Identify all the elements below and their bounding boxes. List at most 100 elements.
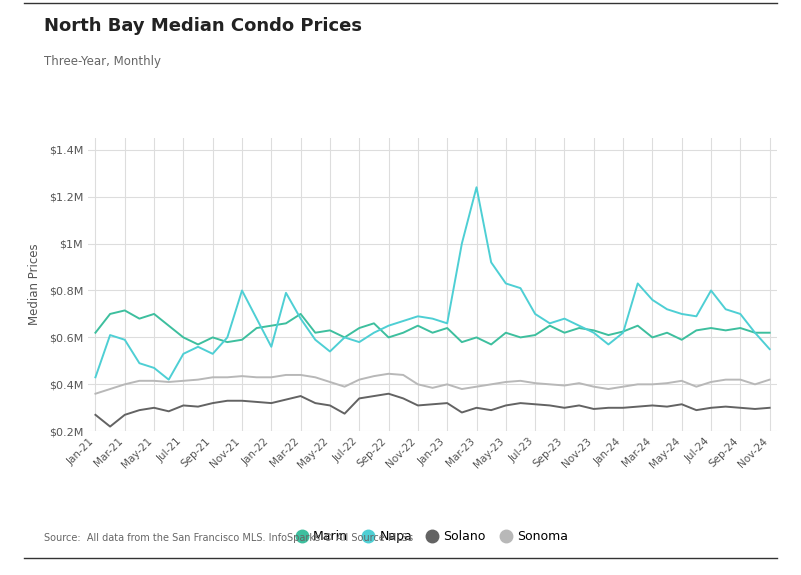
Sonoma	[633, 381, 642, 388]
Sonoma	[751, 381, 760, 388]
Sonoma	[355, 376, 364, 383]
Sonoma	[530, 380, 540, 386]
Napa	[501, 280, 510, 287]
Napa	[340, 334, 349, 341]
Marin	[223, 339, 232, 346]
Solano	[413, 402, 423, 409]
Marin	[560, 329, 570, 336]
Marin	[618, 328, 628, 335]
Marin	[267, 322, 276, 329]
Napa	[604, 341, 614, 348]
Solano	[325, 402, 335, 409]
Sonoma	[677, 377, 686, 384]
Napa	[677, 310, 686, 317]
Line: Napa: Napa	[95, 187, 770, 380]
Sonoma	[721, 376, 731, 383]
Solano	[574, 402, 584, 409]
Solano	[267, 400, 276, 407]
Solano	[765, 404, 775, 411]
Sonoma	[735, 376, 745, 383]
Marin	[398, 329, 408, 336]
Sonoma	[252, 374, 261, 381]
Napa	[252, 315, 261, 322]
Marin	[428, 329, 437, 336]
Marin	[457, 339, 467, 346]
Solano	[501, 402, 510, 409]
Solano	[472, 404, 481, 411]
Sonoma	[164, 378, 174, 385]
Marin	[765, 329, 775, 336]
Sonoma	[311, 374, 320, 381]
Sonoma	[413, 381, 423, 388]
Napa	[442, 320, 452, 327]
Marin	[193, 341, 203, 348]
Y-axis label: Median Prices: Median Prices	[27, 244, 41, 325]
Napa	[223, 334, 232, 341]
Sonoma	[223, 374, 232, 381]
Solano	[398, 395, 408, 402]
Solano	[164, 408, 174, 415]
Solano	[442, 400, 452, 407]
Solano	[677, 401, 686, 408]
Solano	[149, 404, 159, 411]
Marin	[735, 324, 745, 331]
Napa	[149, 365, 159, 371]
Napa	[472, 184, 481, 191]
Sonoma	[135, 377, 144, 384]
Napa	[574, 322, 584, 329]
Napa	[179, 350, 188, 357]
Sonoma	[281, 371, 291, 378]
Napa	[135, 360, 144, 367]
Marin	[369, 320, 379, 327]
Napa	[164, 376, 174, 383]
Napa	[369, 329, 379, 336]
Solano	[105, 423, 115, 430]
Marin	[281, 320, 291, 327]
Napa	[105, 332, 115, 339]
Text: North Bay Median Condo Prices: North Bay Median Condo Prices	[44, 17, 362, 35]
Marin	[296, 310, 305, 317]
Napa	[751, 329, 760, 336]
Marin	[545, 322, 554, 329]
Sonoma	[647, 381, 657, 388]
Napa	[120, 336, 130, 343]
Napa	[208, 350, 218, 357]
Marin	[311, 329, 320, 336]
Marin	[442, 324, 452, 331]
Marin	[721, 327, 731, 334]
Solano	[618, 404, 628, 411]
Solano	[91, 411, 100, 418]
Sonoma	[193, 376, 203, 383]
Marin	[252, 324, 261, 331]
Solano	[706, 404, 716, 411]
Sonoma	[501, 378, 510, 385]
Marin	[574, 324, 584, 331]
Solano	[208, 400, 218, 407]
Napa	[765, 346, 775, 352]
Marin	[413, 322, 423, 329]
Sonoma	[662, 380, 672, 386]
Sonoma	[340, 383, 349, 390]
Solano	[457, 409, 467, 416]
Solano	[281, 396, 291, 403]
Marin	[530, 332, 540, 339]
Line: Marin: Marin	[95, 310, 770, 344]
Marin	[604, 332, 614, 339]
Solano	[589, 405, 598, 412]
Sonoma	[296, 371, 305, 378]
Solano	[633, 403, 642, 410]
Marin	[501, 329, 510, 336]
Napa	[355, 339, 364, 346]
Sonoma	[574, 380, 584, 386]
Napa	[457, 240, 467, 247]
Napa	[237, 287, 247, 294]
Napa	[311, 336, 320, 343]
Napa	[325, 348, 335, 355]
Sonoma	[604, 386, 614, 393]
Marin	[633, 322, 642, 329]
Marin	[355, 324, 364, 331]
Napa	[486, 259, 496, 266]
Marin	[589, 327, 598, 334]
Sonoma	[706, 378, 716, 385]
Sonoma	[208, 374, 218, 381]
